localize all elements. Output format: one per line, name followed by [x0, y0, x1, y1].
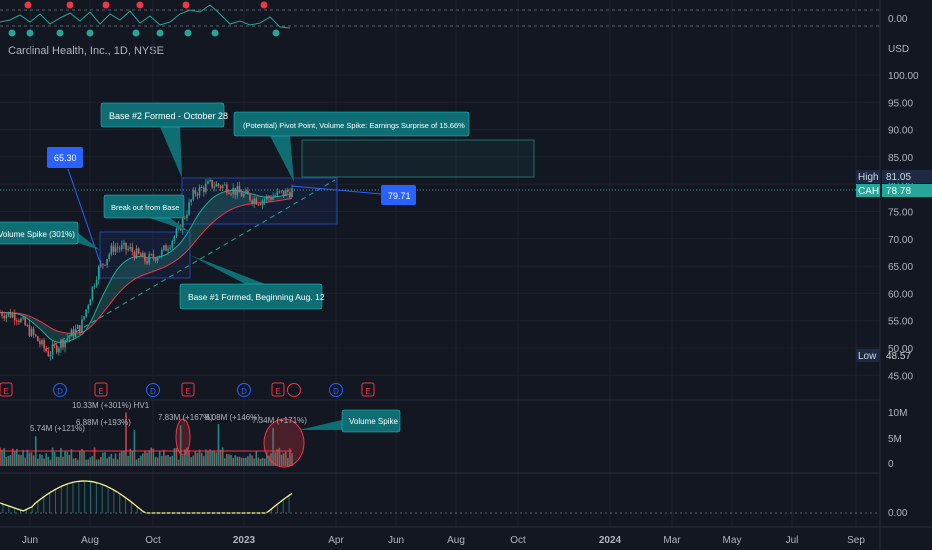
low-value: 48.57 — [886, 351, 911, 362]
split-marker[interactable] — [287, 383, 301, 397]
time-tick: 2024 — [599, 535, 622, 546]
time-tick: Apr — [328, 535, 344, 546]
ticker-title: Cardinal Health, Inc., 1D, NYSE — [8, 45, 164, 57]
callout-volume-spike-right-text: Volume Spike — [349, 417, 398, 426]
volume-label: 7.34M (+171%) — [252, 416, 307, 425]
callout-breakout-text: Break out from Base — [111, 203, 179, 212]
svg-text:D: D — [241, 387, 247, 396]
grid — [0, 0, 880, 527]
earnings-marker[interactable]: E — [181, 382, 195, 397]
callout-base1: Base #1 Formed, Beginning Aug. 12 — [179, 255, 325, 310]
price-tick: 55.00 — [888, 317, 913, 328]
ema-ribbon — [0, 190, 292, 343]
callout-volume-spike-left-text: Volume Spike (301%) — [0, 230, 75, 239]
callout-79-71-text: 79.71 — [388, 191, 411, 201]
dividend-marker[interactable]: D — [53, 383, 67, 397]
volume-bars — [0, 412, 293, 466]
volume-tick-0: 0 — [888, 459, 894, 470]
price-tick: 70.00 — [888, 235, 913, 246]
time-tick: Aug — [447, 535, 465, 546]
top-indicator-value: 0.00 — [888, 14, 908, 25]
price-tick: 85.00 — [888, 153, 913, 164]
svg-text:E: E — [98, 387, 103, 396]
volume-spike-circle-1 — [175, 418, 191, 456]
callout-65-30-text: 65.30 — [54, 153, 77, 163]
pivot-target-box — [301, 139, 535, 178]
volume-tick-10m: 10M — [888, 408, 907, 419]
volume-labels: 5.74M (+121%) 10.33M (+301%) HV1 6.88M (+1… — [30, 401, 307, 433]
callout-volume-spike-left: Volume Spike (301%) — [0, 221, 100, 250]
candles — [0, 178, 293, 361]
high-value: 81.05 — [886, 172, 911, 183]
callout-volume-spike-right: Volume Spike — [299, 409, 401, 433]
top-indicator-line — [0, 4, 291, 29]
time-tick: Mar — [663, 535, 681, 546]
support-trendline — [44, 179, 336, 351]
price-tick: 90.00 — [888, 126, 913, 137]
current-value: 78.78 — [886, 186, 911, 197]
ema-slow-line — [0, 197, 293, 334]
price-tick: 95.00 — [888, 98, 913, 109]
current-label: CAH — [858, 186, 879, 197]
svg-text:E: E — [275, 387, 280, 396]
volume-label: 8.08M (+146%) — [205, 413, 260, 422]
top-indicator-panel — [0, 1, 880, 37]
callout-65-30: 65.30 — [47, 147, 102, 266]
svg-text:D: D — [150, 387, 156, 396]
earnings-marker[interactable]: E — [0, 382, 13, 397]
price-tick: 60.00 — [888, 289, 913, 300]
ema-fast-line — [0, 189, 293, 343]
time-tick: May — [723, 535, 742, 546]
time-tick: Jun — [22, 535, 38, 546]
time-tick: Oct — [510, 535, 526, 546]
callout-pivot: (Potential) Pivot Point, Volume Spike: E… — [233, 111, 470, 182]
osc-value: 0.00 — [888, 508, 908, 519]
price-scale[interactable]: 100.0095.0090.0085.0080.0075.0070.0065.0… — [888, 71, 919, 382]
volume-label: 7.83M (+167%) — [158, 413, 213, 422]
volume-label: 10.33M (+301%) HV1 — [72, 401, 150, 410]
dividend-marker[interactable]: D — [329, 383, 343, 397]
svg-text:D: D — [57, 387, 63, 396]
earnings-marker[interactable]: E — [361, 382, 375, 397]
volume-label: 5.74M (+121%) — [30, 424, 85, 433]
time-tick: Jun — [388, 535, 404, 546]
low-label: Low — [858, 351, 877, 362]
time-tick: 2023 — [233, 535, 256, 546]
dividend-marker[interactable]: D — [237, 383, 251, 397]
dividend-marker[interactable]: D — [146, 383, 160, 397]
callout-79-71: 79.71 — [291, 185, 416, 205]
time-axis[interactable]: Jun Aug Oct 2023 Apr Jun Aug Oct 2024 Mar May Jul Se… — [22, 535, 865, 546]
svg-text:E: E — [185, 387, 190, 396]
price-tick: 100.00 — [888, 71, 919, 82]
earnings-marker[interactable]: E — [94, 382, 108, 397]
price-tick: 65.00 — [888, 262, 913, 273]
callout-base2-text: Base #2 Formed - October 28 — [109, 111, 228, 121]
price-tick: 45.00 — [888, 371, 913, 382]
time-tick: Jul — [786, 535, 799, 546]
volume-spike-circle-2 — [263, 418, 305, 468]
currency-label: USD — [888, 44, 909, 55]
time-tick: Oct — [145, 535, 161, 546]
time-tick: Aug — [81, 535, 99, 546]
callout-base2: Base #2 Formed - October 28 — [100, 102, 228, 178]
high-label: High — [858, 172, 879, 183]
earnings-marker[interactable]: E — [271, 382, 285, 397]
callout-base1-text: Base #1 Formed, Beginning Aug. 12 — [188, 292, 325, 302]
volume-tick-5m: 5M — [888, 434, 902, 445]
oscillator — [0, 480, 880, 514]
base2-box — [181, 177, 338, 225]
time-tick: Sep — [847, 535, 865, 546]
price-tick: 75.00 — [888, 208, 913, 219]
price-tick: 50.00 — [888, 344, 913, 355]
volume-label: 6.88M (+193%) — [76, 418, 131, 427]
callout-breakout: Break out from Base — [103, 194, 190, 232]
svg-text:D: D — [333, 387, 339, 396]
svg-text:E: E — [365, 387, 370, 396]
callout-pivot-text: (Potential) Pivot Point, Volume Spike: E… — [243, 121, 465, 130]
svg-text:E: E — [3, 387, 8, 396]
